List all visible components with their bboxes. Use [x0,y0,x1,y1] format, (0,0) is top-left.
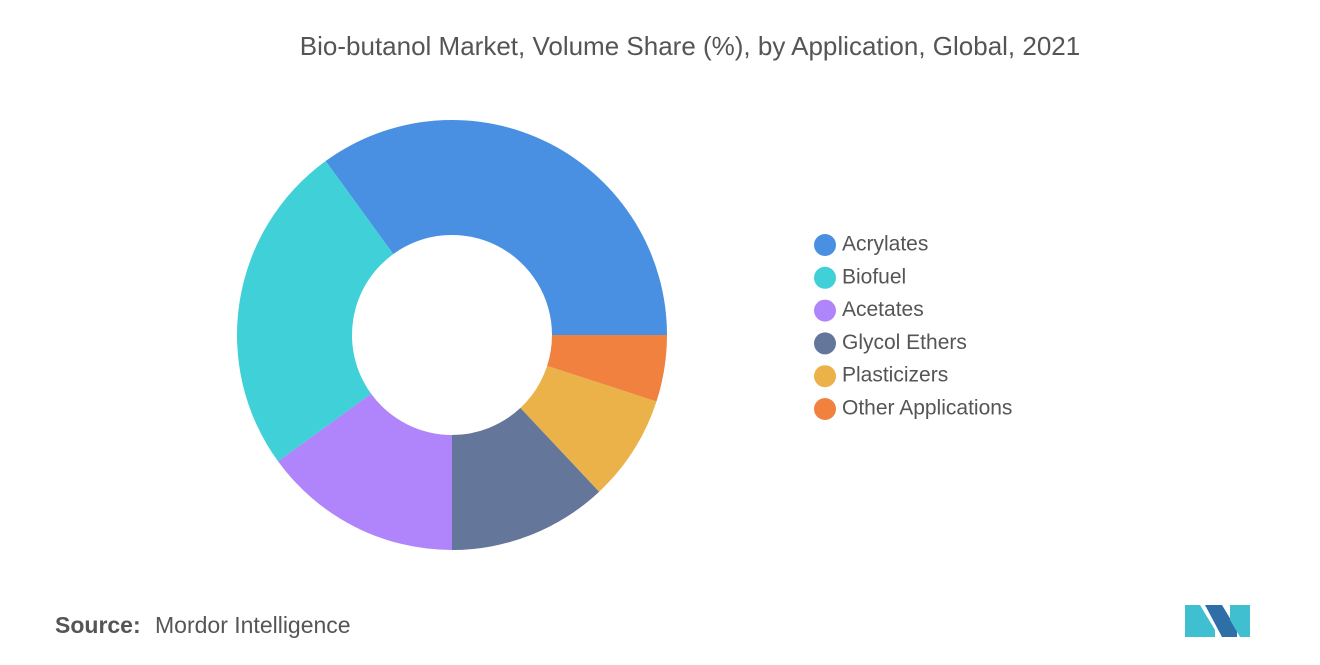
legend-label: Other Applications [842,397,1012,420]
legend-marker [814,398,836,420]
legend-label: Acetates [842,298,924,321]
legend-marker [814,266,836,289]
slice [547,335,667,402]
logo [1185,605,1250,637]
legend-label: Biofuel [842,265,906,288]
slice [278,393,452,550]
source: Mordor Intelligence [155,612,351,638]
slice [520,365,657,492]
legend-marker [814,332,836,355]
legend-label: Acrylates [842,233,928,256]
slice [236,161,394,462]
slice [325,119,667,336]
legend-label: Plasticizers [842,364,948,387]
source-label: Source: [55,612,141,638]
donut [236,119,667,550]
legend-marker [814,299,836,322]
legend-label: Glycol Ethers [842,331,967,354]
legend: Acrylates Biofuel Acetates Glycol Ethers Pla… [814,233,1012,420]
chart-title: Bio-butanol Market, Volume Share (%), by… [300,31,1080,61]
legend-marker [814,365,836,388]
slice [452,407,600,550]
legend-marker [814,234,836,256]
